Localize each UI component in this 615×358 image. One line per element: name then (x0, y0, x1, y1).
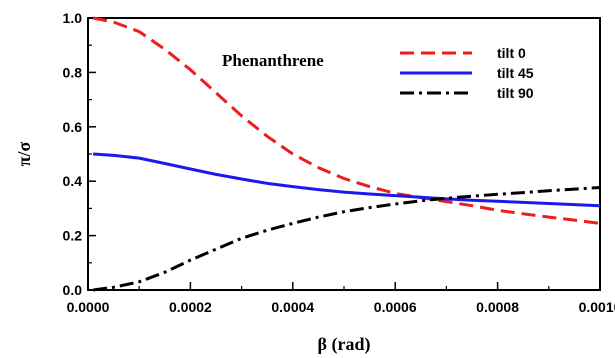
x-tick-label: 0.0006 (374, 299, 417, 315)
y-tick-label: 0.2 (63, 228, 83, 244)
x-tick-label: 0.0008 (476, 299, 519, 315)
y-tick-label: 0.8 (63, 64, 83, 80)
legend-label: tilt 0 (497, 45, 526, 61)
chart-annotation: Phenanthrene (222, 51, 324, 70)
series-line-tilt-45 (92, 152, 601, 208)
series-layer (92, 16, 601, 292)
x-tick-label: 0.0004 (271, 299, 314, 315)
legend-label: tilt 45 (497, 65, 534, 81)
x-axis-label: β (rad) (318, 334, 371, 355)
x-tick-label: 0.0000 (67, 299, 110, 315)
y-tick-label: 0.0 (63, 282, 83, 298)
legend: tilt 0 tilt 45 tilt 90 (400, 45, 534, 101)
y-tick-label: 1.0 (63, 10, 83, 26)
series-line-tilt-90 (92, 186, 601, 292)
y-tick-label: 0.6 (63, 119, 83, 135)
legend-label: tilt 90 (497, 85, 534, 101)
x-tick-label: 0.0002 (169, 299, 212, 315)
y-axis-label: π/σ (14, 141, 34, 166)
series-line-tilt-0 (92, 16, 601, 225)
y-tick-label: 0.4 (63, 173, 83, 189)
